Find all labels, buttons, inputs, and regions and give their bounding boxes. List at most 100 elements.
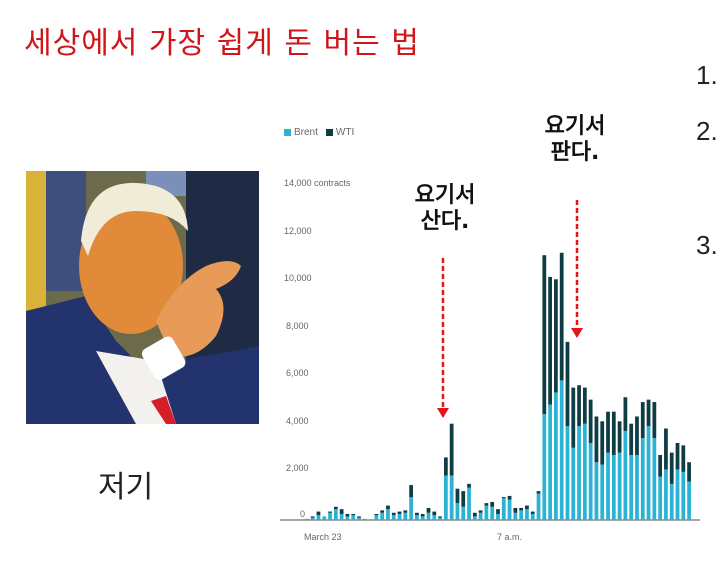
bar-wti: [571, 387, 576, 448]
bar-brent: [542, 414, 547, 520]
bar-wti: [646, 399, 651, 427]
bar-wti: [542, 255, 547, 415]
bar-brent: [525, 509, 529, 520]
bar-wti: [635, 416, 639, 456]
bar-brent: [582, 423, 587, 520]
bar-wti: [391, 512, 396, 516]
bar-brent: [472, 516, 477, 520]
bar-brent: [333, 509, 338, 520]
bar-wti: [513, 507, 518, 513]
bar-brent: [357, 517, 361, 520]
bar-wti: [588, 399, 593, 443]
y-tick-8000: 8,000: [286, 321, 309, 331]
bar-wti: [559, 252, 564, 381]
bar-wti: [438, 516, 442, 518]
bar-wti: [548, 276, 552, 405]
bar-wti: [594, 416, 599, 463]
x-tick-march-23: March 23: [304, 532, 342, 542]
bar-wti: [490, 501, 495, 507]
bar-wti: [640, 402, 645, 439]
bar-brent: [478, 512, 483, 520]
bar-wti: [681, 445, 686, 472]
bar-brent: [507, 499, 512, 520]
bar-wti: [554, 279, 558, 393]
bar-wti: [386, 505, 390, 510]
bar-brent: [438, 517, 442, 520]
bar-wti: [501, 497, 506, 499]
list-number-3: 3.: [696, 230, 718, 260]
bar-wti: [333, 506, 338, 510]
sell-annotation: 요기서 판다.: [544, 114, 606, 165]
bar-wti: [606, 411, 610, 453]
bar-wti: [415, 512, 419, 516]
bar-wti: [565, 341, 570, 427]
bar-brent: [658, 476, 663, 520]
bar-brent: [461, 506, 466, 520]
buy-annotation: 요기서 산다.: [414, 183, 476, 234]
bar-brent: [536, 493, 541, 520]
bar-wti: [316, 511, 321, 516]
bars-group: [305, 252, 691, 520]
bar-brent: [577, 426, 581, 520]
bar-wti: [339, 509, 344, 514]
bar-wti: [623, 397, 628, 431]
bar-wti: [519, 507, 524, 511]
bar-wti: [455, 488, 460, 504]
bar-brent: [484, 505, 489, 520]
bar-brent: [415, 515, 419, 520]
bar-wti: [472, 512, 477, 517]
bar-wti: [461, 491, 466, 507]
slide-title: 세상에서 가장 쉽게 돈 버는 법: [24, 26, 420, 61]
bar-brent: [455, 503, 460, 520]
y-tick-6000: 6,000: [286, 368, 309, 378]
bar-wti: [658, 455, 663, 477]
bar-wti: [443, 457, 448, 476]
bar-wti: [409, 485, 414, 498]
bar-brent: [362, 518, 367, 520]
bar-wti: [374, 513, 379, 516]
bar-wti: [357, 516, 361, 518]
bar-wti: [507, 495, 512, 500]
bar-brent: [519, 510, 524, 520]
bar-brent: [646, 426, 651, 520]
bar-brent: [675, 469, 680, 520]
bar-wti: [484, 503, 489, 506]
bar-brent: [432, 515, 437, 520]
bar-brent: [490, 506, 495, 520]
bar-brent: [629, 455, 634, 520]
bar-wti: [669, 452, 674, 484]
bar-brent: [565, 426, 570, 520]
bar-brent: [530, 513, 535, 520]
bar-brent: [397, 513, 402, 520]
bar-brent: [345, 516, 350, 520]
bar-brent: [554, 392, 558, 520]
buy-arrow-icon: [437, 258, 449, 418]
bar-brent: [467, 487, 471, 520]
x-tick-7am: 7 a.m.: [497, 532, 523, 542]
bar-brent: [669, 483, 674, 520]
bar-brent: [687, 481, 691, 520]
y-tick-0: 0: [300, 509, 306, 519]
bar-wti: [420, 513, 425, 517]
bar-brent: [617, 452, 622, 520]
photo-caption: 저기: [98, 470, 154, 505]
bar-brent: [606, 452, 610, 520]
bar-brent: [386, 509, 390, 520]
bar-brent: [374, 515, 379, 520]
bar-brent: [409, 497, 414, 520]
bar-brent: [328, 512, 332, 520]
legend-item-brent: Brent: [284, 127, 318, 138]
y-tick-10000: 10,000: [284, 273, 312, 283]
bar-brent: [310, 517, 315, 520]
bar-brent: [322, 516, 327, 520]
bar-brent: [403, 512, 408, 520]
bar-wti: [403, 510, 408, 513]
bar-wti: [426, 507, 431, 513]
bar-brent: [611, 455, 616, 520]
y-tick-2000: 2,000: [286, 463, 309, 473]
bar-brent: [635, 455, 639, 520]
bar-wti: [536, 491, 541, 494]
bar-wti: [397, 511, 402, 514]
bar-wti: [525, 505, 529, 510]
pointing-man-photo: [26, 171, 259, 424]
